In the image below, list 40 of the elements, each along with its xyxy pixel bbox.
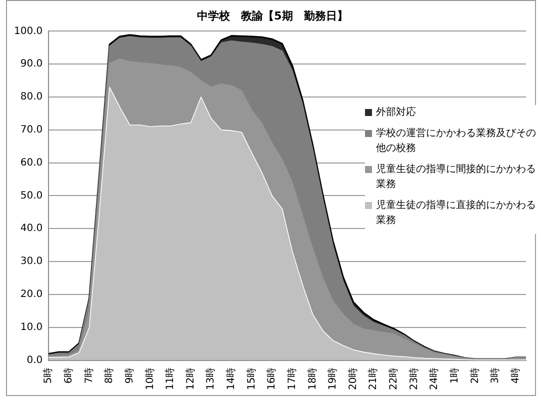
- x-tick-label: 18時: [306, 367, 318, 390]
- y-tick-label: 40.0: [20, 223, 43, 234]
- x-tick-label: 12時: [184, 367, 196, 390]
- y-tick-label: 80.0: [20, 92, 43, 103]
- x-tick-label: 22時: [388, 367, 400, 390]
- y-tick-label: 90.0: [20, 58, 43, 70]
- legend-label: 外部対応: [376, 106, 416, 120]
- x-tick-label: 2時: [468, 367, 481, 384]
- y-tick-label: 0.0: [26, 354, 43, 366]
- x-tick-label: 14時: [225, 367, 238, 390]
- legend-label: 児童生徒の指導に間接的にかかわる業務: [376, 162, 537, 192]
- y-tick-label: 60.0: [20, 157, 43, 168]
- x-tick-label: 19時: [326, 367, 339, 390]
- x-tick-label: 7時: [82, 367, 95, 384]
- y-tick-label: 50.0: [20, 190, 43, 202]
- chart-title: 中学校 教諭【5期 勤務日】: [197, 9, 348, 22]
- x-tick-label: 6時: [62, 367, 75, 384]
- y-tick-label: 10.0: [20, 322, 43, 333]
- x-tick-label: 10時: [144, 367, 156, 390]
- x-tick-label: 24時: [428, 367, 440, 390]
- y-tick-label: 70.0: [20, 124, 43, 136]
- y-tick-label: 30.0: [20, 256, 43, 268]
- y-tick-label: 20.0: [20, 289, 43, 300]
- y-tick-label: 100.0: [14, 26, 43, 37]
- x-tick-label: 11時: [164, 367, 176, 390]
- x-tick-label: 3時: [489, 367, 502, 384]
- x-tick-label: 15時: [245, 367, 258, 390]
- x-tick-label: 1時: [448, 367, 460, 384]
- x-tick-label: 5時: [42, 367, 54, 384]
- x-tick-label: 17時: [286, 367, 298, 390]
- x-tick-label: 9時: [123, 367, 136, 384]
- x-tick-label: 16時: [266, 367, 278, 390]
- x-tick-label: 20時: [346, 367, 359, 390]
- x-tick-label: 23時: [408, 367, 420, 390]
- x-tick-label: 8時: [103, 367, 116, 384]
- legend-label: 学校の運営にかかわる業務及びその他の校務: [376, 126, 537, 156]
- x-tick-label: 4時: [509, 367, 522, 384]
- x-tick-label: 13時: [204, 367, 217, 390]
- x-tick-label: 21時: [367, 367, 380, 390]
- legend-label: 児童生徒の指導に直接的にかかわる業務: [376, 198, 537, 228]
